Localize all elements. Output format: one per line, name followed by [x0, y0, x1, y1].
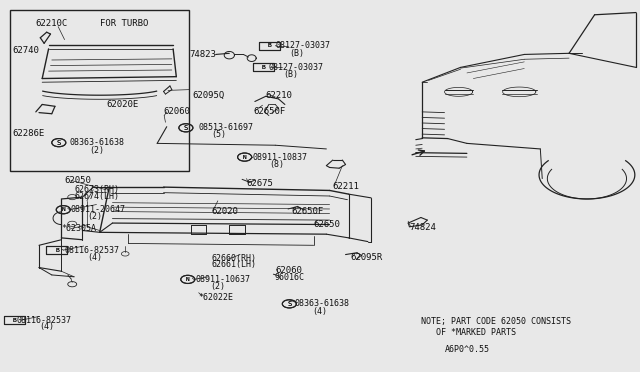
Text: S: S	[57, 140, 61, 146]
Text: (8): (8)	[269, 160, 284, 169]
Text: (B): (B)	[289, 49, 305, 58]
Text: 08116-82537: 08116-82537	[17, 316, 72, 325]
Text: N: N	[61, 207, 65, 212]
Text: 74824: 74824	[410, 223, 436, 232]
Text: 62286E: 62286E	[12, 129, 44, 138]
Text: 62650F: 62650F	[291, 208, 323, 217]
Text: 62020E: 62020E	[106, 100, 138, 109]
Text: B: B	[13, 318, 17, 323]
Text: B: B	[55, 248, 59, 253]
Text: S: S	[287, 301, 291, 307]
Text: (B): (B)	[283, 70, 298, 79]
Text: 08911-10837: 08911-10837	[253, 153, 308, 161]
Text: N: N	[243, 155, 246, 160]
Text: N: N	[61, 207, 65, 212]
Text: S: S	[57, 140, 61, 146]
Text: FOR TURBO: FOR TURBO	[100, 19, 148, 28]
Bar	[10, 10, 189, 171]
Text: 08116-82537: 08116-82537	[65, 246, 120, 254]
Text: 62210: 62210	[266, 91, 292, 100]
Text: 08127-03037: 08127-03037	[275, 41, 330, 51]
Text: 74823: 74823	[189, 50, 216, 59]
Text: N: N	[243, 155, 246, 160]
Text: B: B	[268, 44, 271, 48]
Text: 62060: 62060	[164, 108, 191, 116]
Text: 62660(RH): 62660(RH)	[211, 254, 257, 263]
Text: (4): (4)	[312, 307, 327, 316]
Text: B: B	[268, 44, 271, 48]
Text: 08911-20647: 08911-20647	[71, 205, 126, 214]
Text: 62740: 62740	[12, 46, 39, 55]
Text: 62095R: 62095R	[351, 253, 383, 262]
Text: (4): (4)	[39, 322, 54, 331]
Text: 62211: 62211	[333, 182, 360, 190]
Text: S: S	[184, 125, 188, 131]
Text: NOTE; PART CODE 62050 CONSISTS
   OF *MARKED PARTS: NOTE; PART CODE 62050 CONSISTS OF *MARKE…	[421, 317, 571, 337]
Text: *62022E: *62022E	[198, 293, 234, 302]
Text: S: S	[287, 301, 291, 307]
Text: (5): (5)	[211, 130, 227, 140]
Text: 08127-03037: 08127-03037	[269, 63, 324, 72]
Text: B: B	[261, 65, 265, 70]
Text: 62060: 62060	[275, 266, 302, 275]
Text: B: B	[261, 65, 265, 70]
Text: (2): (2)	[210, 282, 225, 291]
Text: 62020: 62020	[211, 208, 238, 217]
Text: *62305A: *62305A	[61, 224, 97, 234]
Text: 62650: 62650	[314, 220, 340, 229]
Text: N: N	[186, 277, 189, 282]
Text: 62661(LH): 62661(LH)	[211, 260, 257, 269]
Text: 62050: 62050	[65, 176, 92, 185]
Text: 62674(LH): 62674(LH)	[74, 192, 119, 201]
Text: A6P0^0.55: A6P0^0.55	[445, 345, 490, 354]
Text: N: N	[186, 277, 189, 282]
Text: 08363-61638: 08363-61638	[294, 299, 349, 308]
Text: 08363-61638: 08363-61638	[70, 138, 125, 147]
Text: B: B	[55, 248, 59, 253]
Text: (4): (4)	[87, 253, 102, 262]
Text: 08513-61697: 08513-61697	[198, 123, 253, 132]
Text: B: B	[13, 318, 17, 323]
Text: 96016C: 96016C	[274, 273, 304, 282]
Text: 08911-10637: 08911-10637	[195, 275, 250, 284]
Text: 62673(RH): 62673(RH)	[74, 185, 119, 194]
Text: (2): (2)	[89, 145, 104, 154]
Text: 62095Q: 62095Q	[192, 91, 225, 100]
Text: (2): (2)	[87, 212, 102, 221]
Text: 62675: 62675	[246, 179, 273, 187]
Text: 62650F: 62650F	[253, 108, 285, 116]
Text: 62210C: 62210C	[36, 19, 68, 28]
Text: S: S	[184, 125, 188, 131]
